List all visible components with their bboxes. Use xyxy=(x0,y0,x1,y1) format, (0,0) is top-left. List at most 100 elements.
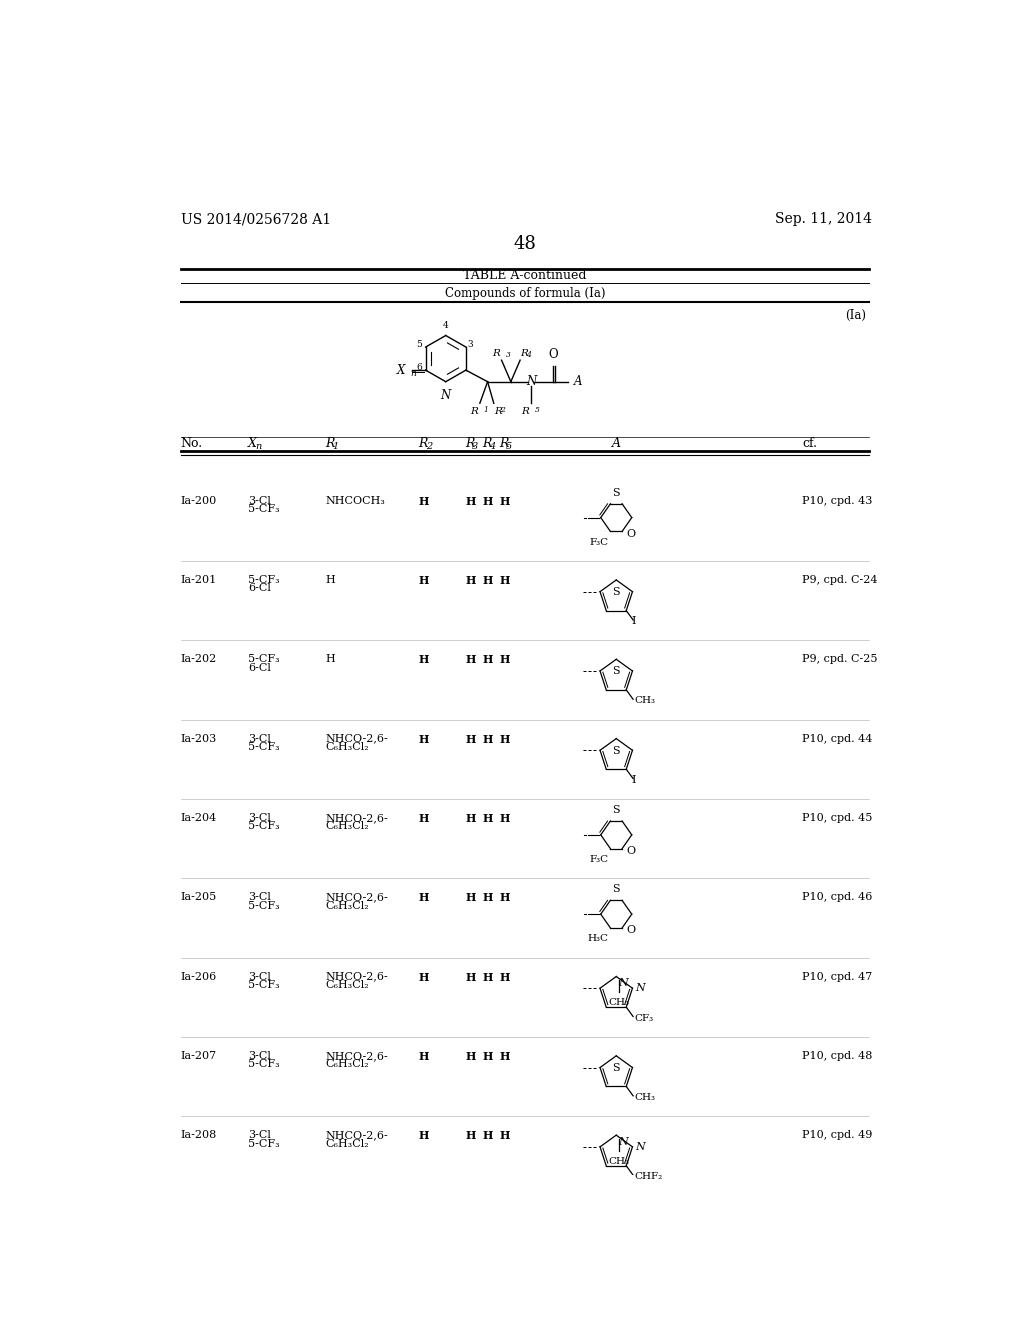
Text: 5-CF₃: 5-CF₃ xyxy=(248,576,280,585)
Text: H: H xyxy=(500,813,510,824)
Text: H: H xyxy=(419,576,429,586)
Text: N: N xyxy=(635,1142,644,1152)
Text: A: A xyxy=(573,375,582,388)
Text: H: H xyxy=(465,1051,475,1061)
Text: R: R xyxy=(465,437,474,450)
Text: NHCOCH₃: NHCOCH₃ xyxy=(326,496,385,506)
Text: H: H xyxy=(482,1130,493,1140)
Text: 1: 1 xyxy=(333,442,339,451)
Text: H: H xyxy=(500,1051,510,1061)
Text: N: N xyxy=(617,978,628,989)
Text: 5-CF₃: 5-CF₃ xyxy=(248,1059,280,1069)
Text: C₆H₃Cl₂: C₆H₃Cl₂ xyxy=(326,1139,370,1148)
Text: H: H xyxy=(465,655,475,665)
Text: P10, cpd. 45: P10, cpd. 45 xyxy=(802,813,872,822)
Text: Ia-208: Ia-208 xyxy=(180,1130,217,1140)
Text: S: S xyxy=(612,805,621,814)
Text: H: H xyxy=(326,655,336,664)
Text: R: R xyxy=(419,437,428,450)
Text: O: O xyxy=(626,846,635,855)
Text: H: H xyxy=(419,1130,429,1140)
Text: NHCO-2,6-: NHCO-2,6- xyxy=(326,1130,388,1140)
Text: n: n xyxy=(255,442,261,451)
Text: H: H xyxy=(465,972,475,982)
Text: 3-Cl: 3-Cl xyxy=(248,734,271,743)
Text: 2: 2 xyxy=(426,442,432,451)
Text: H: H xyxy=(500,892,510,903)
Text: P10, cpd. 43: P10, cpd. 43 xyxy=(802,496,872,506)
Text: NHCO-2,6-: NHCO-2,6- xyxy=(326,813,388,822)
Text: NHCO-2,6-: NHCO-2,6- xyxy=(326,734,388,743)
Text: H: H xyxy=(465,576,475,586)
Text: 1: 1 xyxy=(483,405,488,413)
Text: 3-Cl: 3-Cl xyxy=(248,972,271,982)
Text: R: R xyxy=(521,407,529,416)
Text: CF₃: CF₃ xyxy=(635,1014,653,1023)
Text: P10, cpd. 47: P10, cpd. 47 xyxy=(802,972,872,982)
Text: Ia-203: Ia-203 xyxy=(180,734,217,743)
Text: H: H xyxy=(465,496,475,507)
Text: 3-Cl: 3-Cl xyxy=(248,1051,271,1061)
Text: C₆H₃Cl₂: C₆H₃Cl₂ xyxy=(326,979,370,990)
Text: R: R xyxy=(482,437,492,450)
Text: S: S xyxy=(612,884,621,894)
Text: R: R xyxy=(500,437,509,450)
Text: H: H xyxy=(482,1051,493,1061)
Text: 5-CF₃: 5-CF₃ xyxy=(248,1139,280,1148)
Text: I: I xyxy=(632,775,636,785)
Text: R: R xyxy=(520,348,528,358)
Text: H: H xyxy=(419,655,429,665)
Text: F₃C: F₃C xyxy=(589,855,608,863)
Text: X: X xyxy=(248,437,257,450)
Text: 48: 48 xyxy=(513,235,537,253)
Text: 6-Cl: 6-Cl xyxy=(248,583,271,594)
Text: H: H xyxy=(500,972,510,982)
Text: 5-CF₃: 5-CF₃ xyxy=(248,979,280,990)
Text: Sep. 11, 2014: Sep. 11, 2014 xyxy=(775,213,872,226)
Text: N: N xyxy=(440,388,451,401)
Text: 5: 5 xyxy=(417,341,422,348)
Text: P10, cpd. 48: P10, cpd. 48 xyxy=(802,1051,872,1061)
Text: 5-CF₃: 5-CF₃ xyxy=(248,900,280,911)
Text: H: H xyxy=(482,734,493,744)
Text: S: S xyxy=(612,746,621,755)
Text: Ia-207: Ia-207 xyxy=(180,1051,217,1061)
Text: Ia-205: Ia-205 xyxy=(180,892,217,902)
Text: CH₃: CH₃ xyxy=(635,697,655,705)
Text: H: H xyxy=(482,496,493,507)
Text: P10, cpd. 49: P10, cpd. 49 xyxy=(802,1130,872,1140)
Text: 6-Cl: 6-Cl xyxy=(248,663,271,673)
Text: NHCO-2,6-: NHCO-2,6- xyxy=(326,972,388,982)
Text: H: H xyxy=(465,734,475,744)
Text: Compounds of formula (Ia): Compounds of formula (Ia) xyxy=(444,288,605,301)
Text: H: H xyxy=(465,892,475,903)
Text: H: H xyxy=(482,813,493,824)
Text: C₆H₃Cl₂: C₆H₃Cl₂ xyxy=(326,821,370,832)
Text: H: H xyxy=(419,1051,429,1061)
Text: 4: 4 xyxy=(442,321,449,330)
Text: S: S xyxy=(612,587,621,597)
Text: H: H xyxy=(500,576,510,586)
Text: 6: 6 xyxy=(417,363,422,372)
Text: O: O xyxy=(626,529,635,539)
Text: S: S xyxy=(612,487,621,498)
Text: A: A xyxy=(611,437,621,450)
Text: 4: 4 xyxy=(489,442,496,451)
Text: C₆H₃Cl₂: C₆H₃Cl₂ xyxy=(326,1059,370,1069)
Text: H: H xyxy=(500,734,510,744)
Text: H: H xyxy=(482,892,493,903)
Text: 4: 4 xyxy=(526,351,531,359)
Text: 5: 5 xyxy=(506,442,512,451)
Text: 3-Cl: 3-Cl xyxy=(248,1130,271,1140)
Text: Ia-201: Ia-201 xyxy=(180,576,217,585)
Text: H: H xyxy=(482,576,493,586)
Text: CH₃: CH₃ xyxy=(609,998,630,1007)
Text: P10, cpd. 46: P10, cpd. 46 xyxy=(802,892,872,902)
Text: 3-Cl: 3-Cl xyxy=(248,892,271,902)
Text: X: X xyxy=(397,363,406,376)
Text: R: R xyxy=(326,437,335,450)
Text: H: H xyxy=(419,813,429,824)
Text: NHCO-2,6-: NHCO-2,6- xyxy=(326,892,388,902)
Text: I: I xyxy=(632,616,636,626)
Text: C₆H₃Cl₂: C₆H₃Cl₂ xyxy=(326,742,370,752)
